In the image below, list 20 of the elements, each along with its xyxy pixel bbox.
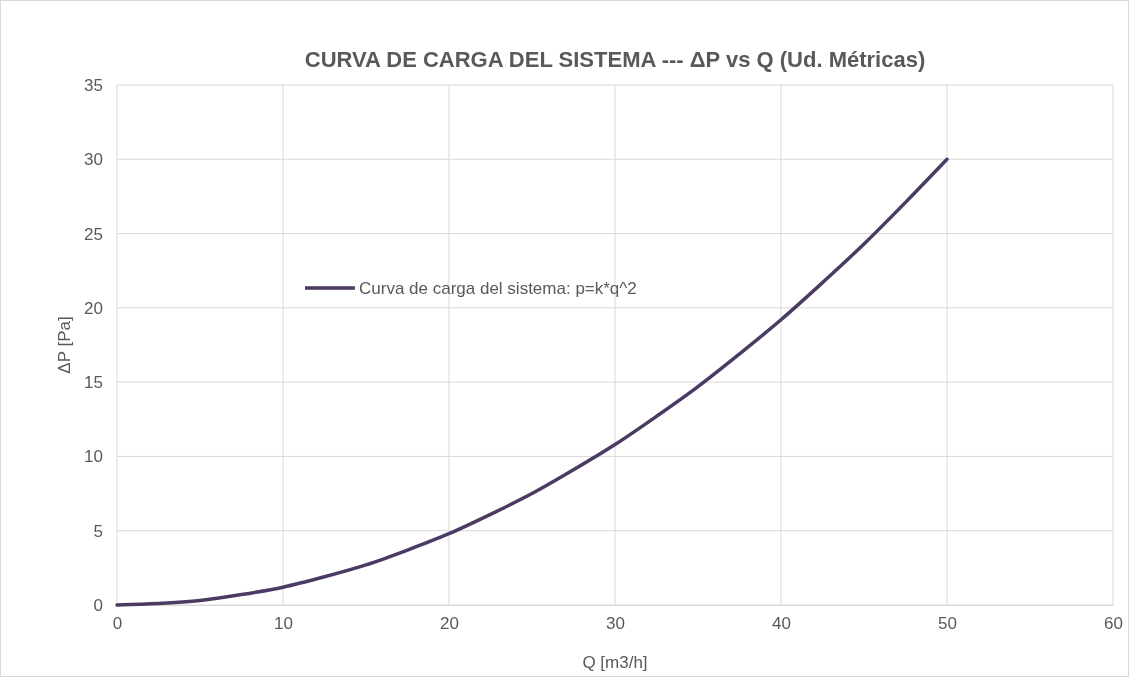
x-tick-label: 50 [938,614,957,634]
y-tick-label: 35 [84,75,103,95]
x-tick-label: 10 [274,614,293,634]
chart-title: CURVA DE CARGA DEL SISTEMA --- ΔP vs Q (Ud. Métricas) [304,47,926,72]
y-axis-title: ΔP [Pa] [55,316,74,374]
legend-label: Curva de carga del sistema: p=k*q^2 [359,279,637,298]
line-series [115,157,949,607]
x-axis-title: Q [m3/h] [582,653,648,672]
y-tick-label: 30 [84,150,103,170]
x-tick-label: 60 [1104,614,1123,634]
x-tick-label: 20 [440,614,459,634]
x-tick-label: 30 [606,614,625,634]
x-tick-label: 40 [772,614,791,634]
x-tick-label: 0 [112,614,123,634]
y-tick-label: 5 [93,521,103,541]
y-tick-label: 10 [84,447,103,467]
y-tick-label: 15 [84,373,103,393]
y-tick-label: 20 [84,298,103,318]
y-tick-label: 25 [84,224,103,244]
y-tick-label: 0 [93,595,103,615]
